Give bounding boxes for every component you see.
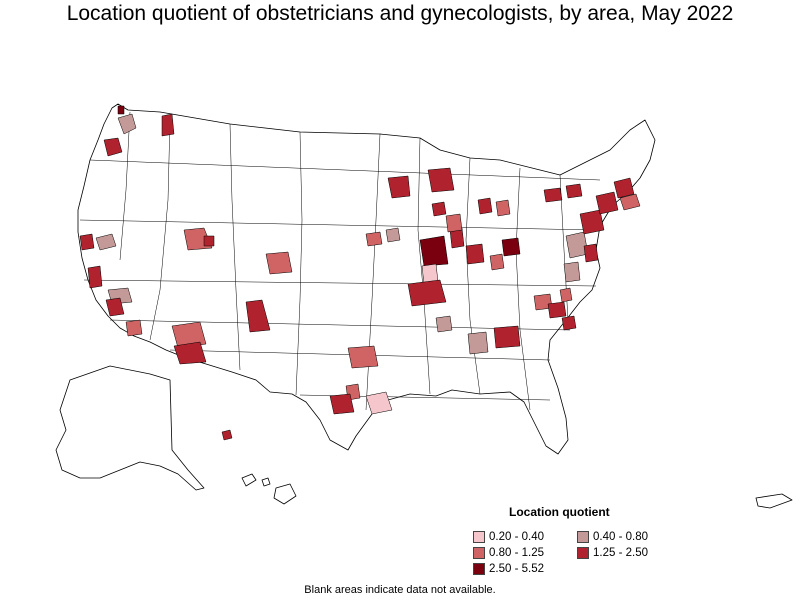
footnote: Blank areas indicate data not available. — [304, 584, 496, 596]
hawaii-outline — [241, 473, 297, 505]
alaska-outline — [55, 365, 205, 491]
legend-item-0: 0.20 - 0.40 — [473, 531, 544, 545]
legend-swatch — [577, 531, 589, 543]
legend-swatch — [473, 531, 485, 543]
contiguous-us-outline — [77, 103, 656, 455]
puerto-rico-outline — [755, 493, 793, 509]
legend-item-3: 1.25 - 2.50 — [577, 547, 648, 561]
legend-swatch — [473, 547, 485, 559]
map-title: Location quotient of obstetricians and g… — [66, 2, 734, 25]
legend-title: Location quotient — [509, 505, 610, 519]
legend-item-1: 0.40 - 0.80 — [577, 531, 648, 545]
legend-item-4: 2.50 - 5.52 — [473, 563, 544, 577]
legend-swatch — [577, 547, 589, 559]
legend-item-2: 0.80 - 1.25 — [473, 547, 544, 561]
legend-swatch — [473, 563, 485, 575]
